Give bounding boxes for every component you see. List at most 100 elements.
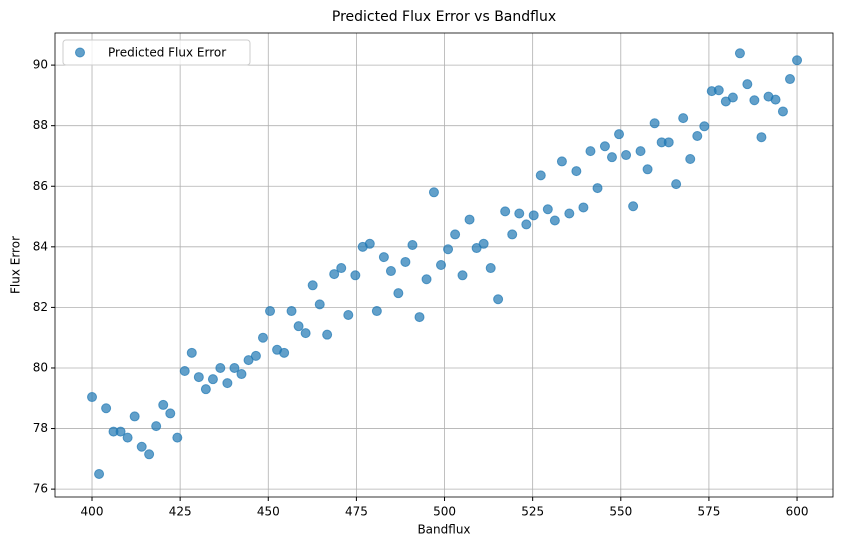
- y-tick-label: 76: [33, 482, 48, 496]
- point: [115, 426, 126, 437]
- legend-marker: [75, 47, 85, 58]
- point: [606, 152, 617, 163]
- point: [151, 421, 162, 432]
- point: [250, 350, 261, 361]
- point: [279, 347, 290, 358]
- point: [713, 85, 724, 96]
- point: [514, 208, 525, 219]
- point: [144, 449, 155, 460]
- x-tick-label: 400: [81, 505, 104, 519]
- point: [265, 306, 276, 317]
- y-tick-label: 82: [33, 300, 48, 314]
- x-tick-label: 600: [786, 505, 809, 519]
- point: [300, 328, 311, 339]
- point: [286, 306, 297, 317]
- point: [592, 183, 603, 194]
- point: [129, 411, 140, 422]
- point: [457, 270, 468, 281]
- point: [464, 214, 475, 225]
- point: [549, 215, 560, 226]
- point: [400, 256, 411, 267]
- point: [364, 238, 375, 249]
- point: [243, 355, 254, 366]
- point: [215, 362, 226, 373]
- point: [742, 79, 753, 90]
- point: [585, 146, 596, 157]
- point: [101, 403, 112, 414]
- point: [756, 132, 767, 143]
- point: [414, 312, 425, 323]
- point: [428, 187, 439, 198]
- point: [599, 141, 610, 152]
- point: [257, 332, 268, 343]
- point: [343, 309, 354, 320]
- y-tick-label: 84: [33, 239, 48, 253]
- point: [350, 270, 361, 281]
- y-tick-label: 86: [33, 179, 48, 193]
- x-tick-label: 450: [257, 505, 280, 519]
- y-tick-label: 78: [33, 421, 48, 435]
- legend-box: [62, 39, 251, 66]
- point: [193, 372, 204, 383]
- point: [542, 204, 553, 215]
- point: [293, 321, 304, 332]
- point: [336, 263, 347, 274]
- point: [94, 468, 105, 479]
- point: [207, 374, 218, 385]
- y-tick-label: 88: [33, 118, 48, 132]
- point: [378, 252, 389, 263]
- point: [571, 166, 582, 177]
- x-tick-label: 550: [609, 505, 632, 519]
- point: [443, 244, 454, 255]
- point: [792, 55, 803, 66]
- point: [699, 121, 710, 132]
- point: [521, 219, 532, 230]
- point: [614, 129, 625, 140]
- point: [500, 206, 511, 217]
- point: [485, 263, 496, 274]
- x-tick-label: 525: [521, 505, 544, 519]
- x-axis-label: Bandflux: [417, 523, 470, 537]
- point: [678, 113, 689, 124]
- y-axis-label: Flux Error: [9, 236, 23, 294]
- point: [507, 229, 518, 240]
- point: [649, 118, 660, 129]
- point: [564, 208, 575, 219]
- point: [136, 441, 147, 452]
- point: [685, 153, 696, 164]
- point: [777, 106, 788, 117]
- point: [556, 156, 567, 167]
- point: [621, 150, 632, 161]
- legend-label: Predicted Flux Error: [108, 46, 226, 60]
- y-tick-label: 90: [33, 58, 48, 72]
- x-tick-label: 575: [697, 505, 720, 519]
- point: [236, 369, 247, 380]
- point: [784, 74, 795, 85]
- point: [421, 274, 432, 285]
- point: [642, 164, 653, 175]
- point: [578, 202, 589, 213]
- point: [749, 95, 760, 106]
- point: [314, 299, 325, 310]
- point: [493, 294, 504, 305]
- x-tick-label: 425: [169, 505, 192, 519]
- point: [436, 260, 447, 270]
- point: [371, 306, 382, 317]
- point: [628, 201, 639, 212]
- point: [87, 392, 98, 403]
- point: [122, 432, 133, 443]
- point: [393, 288, 404, 299]
- point: [727, 92, 738, 103]
- point: [663, 137, 674, 148]
- point: [229, 362, 240, 373]
- point: [200, 384, 211, 395]
- point: [329, 269, 340, 280]
- point: [770, 94, 781, 105]
- plot-frame: [54, 32, 834, 498]
- point: [172, 432, 183, 443]
- point: [222, 378, 233, 389]
- point: [450, 229, 461, 240]
- point: [528, 210, 539, 221]
- point: [407, 240, 418, 251]
